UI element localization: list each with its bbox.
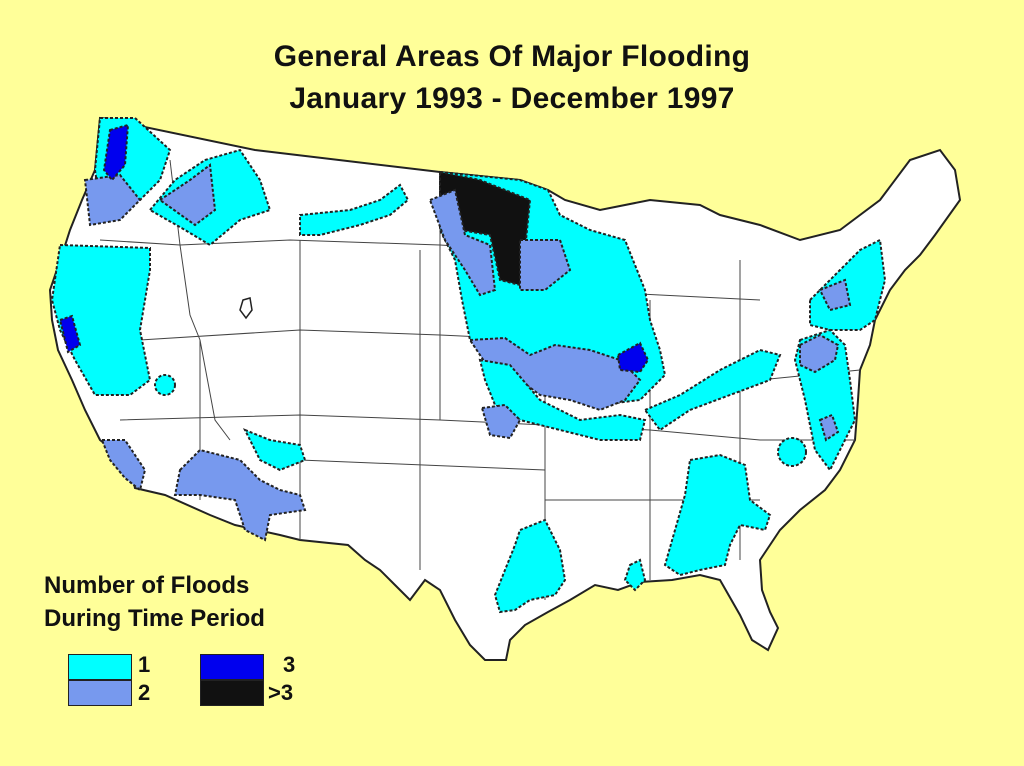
flood-area-3-missouri xyxy=(616,341,650,374)
flood-area-1-texas xyxy=(493,518,567,614)
flood-area-2-northeast xyxy=(818,278,852,312)
flood-area-2-virginia xyxy=(818,413,840,442)
flood-area-2-minnesota xyxy=(428,188,497,297)
legend-heading-line2: During Time Period xyxy=(44,605,265,632)
flood-area-1-california xyxy=(50,243,152,396)
flood-area-2-arizona xyxy=(173,448,307,542)
legend-label-1: 1 xyxy=(138,652,151,677)
flood-area-2-iowa xyxy=(519,239,572,291)
legend-swatch-2 xyxy=(68,680,132,706)
flood-area-1-montana xyxy=(299,183,410,236)
flood-area-2-socal xyxy=(100,439,147,492)
legend-heading-line1: Number of Floods xyxy=(44,572,250,599)
flood-area-1-ohio-valley xyxy=(643,348,782,432)
legend-swatch-gt3 xyxy=(200,680,264,706)
map-title: General Areas Of Major Flooding xyxy=(273,40,751,73)
flood-area-1-mississippi xyxy=(623,558,647,592)
great-salt-lake xyxy=(239,297,253,320)
legend-label-gt3: >3 xyxy=(268,680,294,705)
flood-area-3-california xyxy=(58,314,82,354)
flood-area-2-midatlantic xyxy=(799,333,840,374)
map-subtitle: January 1993 - December 1997 xyxy=(289,82,735,115)
flood-area-2-idaho xyxy=(158,163,217,227)
flood-area-1-kansas xyxy=(478,358,647,441)
flood-area-1-nevada xyxy=(154,374,176,396)
legend-swatch-1 xyxy=(68,654,132,680)
legend-swatch-3 xyxy=(200,654,264,680)
flood-area-1-southeast xyxy=(663,453,772,577)
flood-area-3-washington xyxy=(102,123,130,182)
flood-area-1-arizona xyxy=(242,428,307,472)
legend-label-2: 2 xyxy=(138,680,151,705)
legend-label-3: 3 xyxy=(283,652,296,677)
flood-area-2-oregon xyxy=(83,173,142,227)
flood-area-1-carolina xyxy=(777,437,807,467)
flood-area-2-oklahoma xyxy=(480,403,522,440)
